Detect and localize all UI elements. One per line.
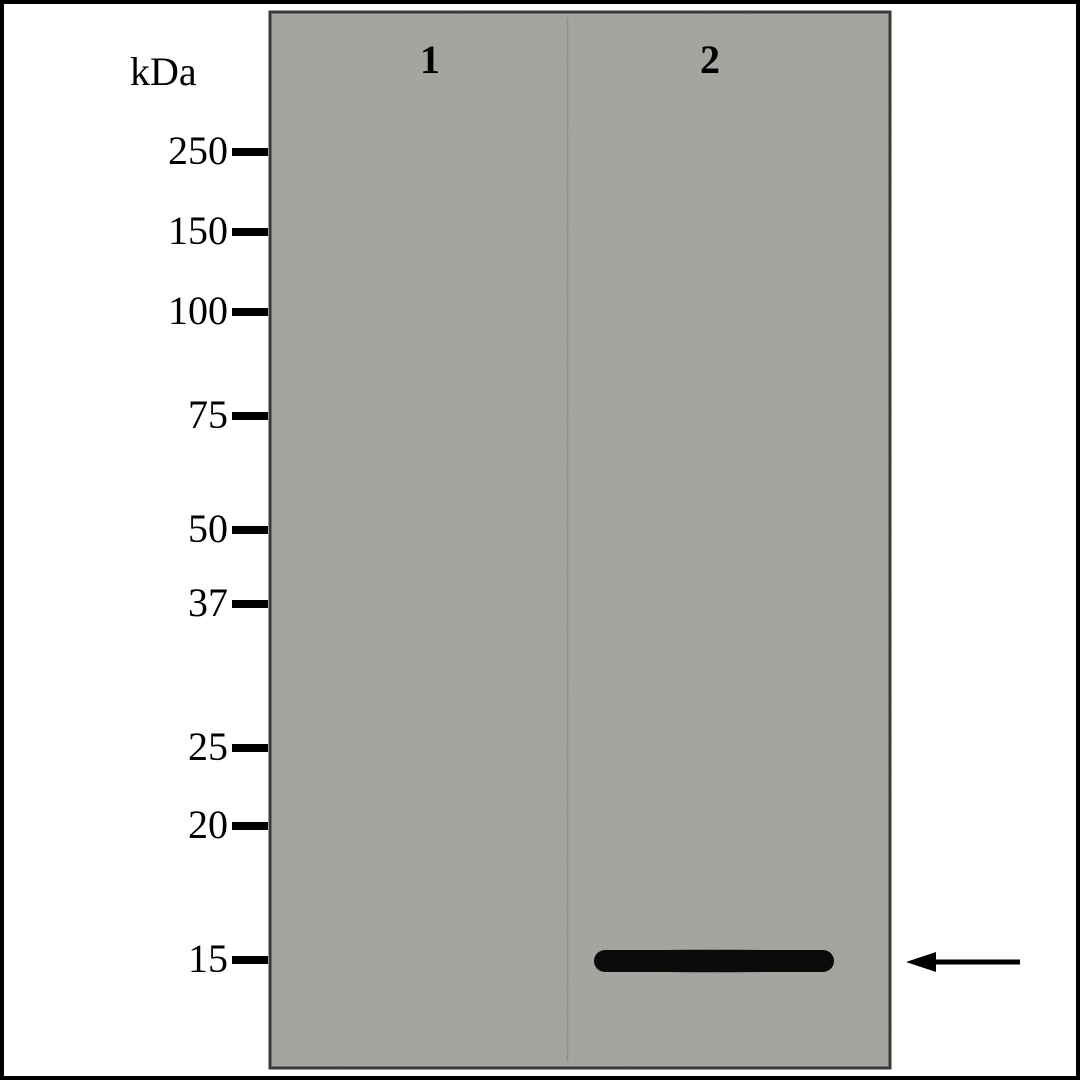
blot-membrane-noise [270, 12, 890, 1068]
protein-band-1 [594, 949, 834, 973]
mw-label-25: 25 [188, 723, 228, 770]
mw-label-37: 37 [188, 579, 228, 626]
y-axis-title: kDa [130, 48, 197, 95]
mw-label-20: 20 [188, 801, 228, 848]
mw-label-150: 150 [168, 207, 228, 254]
lane-label-1: 1 [420, 36, 440, 83]
mw-label-15: 15 [188, 935, 228, 982]
blot-svg [0, 0, 1080, 1080]
mw-label-100: 100 [168, 287, 228, 334]
mw-label-50: 50 [188, 505, 228, 552]
band-arrow-head [906, 952, 936, 972]
lane-label-2: 2 [700, 36, 720, 83]
mw-label-75: 75 [188, 391, 228, 438]
mw-label-250: 250 [168, 127, 228, 174]
blot-figure: kDa 250 150 100 75 50 37 25 20 15 1 2 [0, 0, 1080, 1080]
